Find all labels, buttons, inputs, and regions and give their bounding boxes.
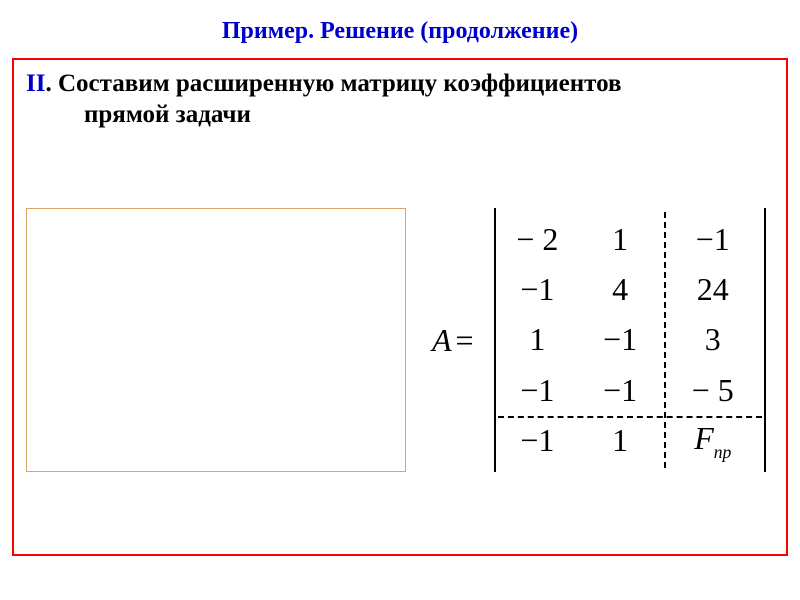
matrix-row: −11Fпр bbox=[496, 416, 764, 466]
formula-A: A bbox=[432, 322, 452, 359]
matrix-cell: Fпр bbox=[662, 420, 764, 461]
matrix-cell: −1 bbox=[579, 372, 662, 409]
matrix-row: − 21−1 bbox=[496, 214, 764, 264]
matrix-hdash bbox=[498, 416, 762, 418]
matrix-row: −1424 bbox=[496, 265, 764, 315]
content-box: II. Составим расширенную матрицу коэффиц… bbox=[12, 58, 788, 556]
matrix-cell: − 2 bbox=[496, 221, 579, 258]
slide-title: Пример. Решение (продолжение) bbox=[0, 18, 800, 45]
matrix-cell: − 5 bbox=[662, 372, 764, 409]
step-text: II. Составим расширенную матрицу коэффиц… bbox=[26, 68, 774, 131]
matrix-formula: A = − 21−1−14241−13−1−1− 5−11Fпр bbox=[432, 208, 784, 472]
step-line1: . Составим расширенную матрицу коэффицие… bbox=[45, 70, 621, 97]
matrix-cell: −1 bbox=[496, 372, 579, 409]
formula-lhs: A = bbox=[432, 208, 480, 472]
matrix-cell: 4 bbox=[579, 271, 662, 308]
step-line2: прямой задачи bbox=[84, 99, 774, 130]
matrix-cell: −1 bbox=[496, 422, 579, 459]
step-number: II bbox=[26, 70, 45, 97]
matrix-cell: 1 bbox=[579, 422, 662, 459]
formula-eq: = bbox=[456, 322, 474, 359]
matrix-cell: 24 bbox=[662, 271, 764, 308]
matrix-wrap: − 21−1−14241−13−1−1− 5−11Fпр bbox=[494, 208, 766, 472]
slide: { "title": { "text": "Пример. Решение (п… bbox=[0, 0, 800, 600]
matrix-cell: −1 bbox=[662, 221, 764, 258]
matrix: − 21−1−14241−13−1−1− 5−11Fпр bbox=[494, 208, 766, 472]
matrix-cell: 1 bbox=[496, 321, 579, 358]
slide-title-text: Пример. Решение (продолжение) bbox=[222, 18, 578, 44]
matrix-row: 1−13 bbox=[496, 315, 764, 365]
matrix-vdash bbox=[664, 212, 666, 468]
inner-empty-box bbox=[26, 208, 406, 472]
matrix-cell: 1 bbox=[579, 221, 662, 258]
matrix-cell: −1 bbox=[579, 321, 662, 358]
matrix-cell: 3 bbox=[662, 321, 764, 358]
matrix-cell: −1 bbox=[496, 271, 579, 308]
matrix-row: −1−1− 5 bbox=[496, 365, 764, 415]
